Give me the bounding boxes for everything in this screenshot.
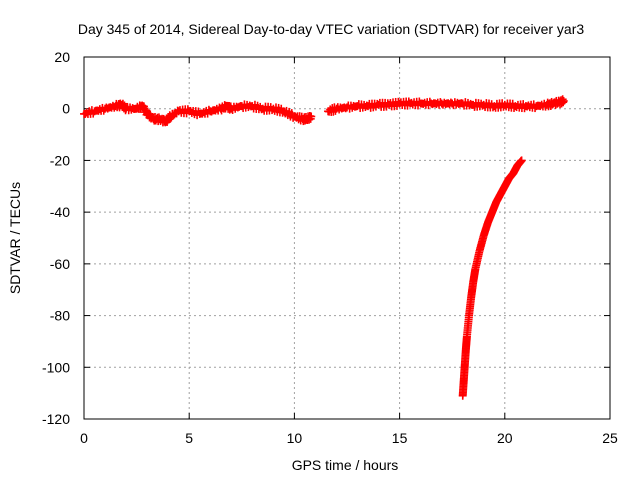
y-tick-label: 20 bbox=[54, 49, 70, 65]
y-tick-label: -80 bbox=[50, 308, 70, 324]
y-tick-label: 0 bbox=[62, 101, 70, 117]
y-tick-label: -100 bbox=[42, 359, 70, 375]
data-point bbox=[307, 112, 316, 121]
y-tick-label: -60 bbox=[50, 256, 70, 272]
data-point bbox=[517, 156, 526, 165]
chart-title: Day 345 of 2014, Sidereal Day-to-day VTE… bbox=[78, 21, 584, 37]
data-point bbox=[559, 96, 568, 105]
x-tick-label: 25 bbox=[602, 430, 618, 446]
x-axis-title: GPS time / hours bbox=[292, 457, 399, 473]
y-tick-label: -120 bbox=[42, 411, 70, 427]
y-tick-label: -40 bbox=[50, 204, 70, 220]
y-axis-title: SDTVAR / TECUs bbox=[7, 182, 23, 294]
x-tick-label: 5 bbox=[185, 430, 193, 446]
plot-frame bbox=[83, 56, 611, 420]
x-tick-label: 0 bbox=[80, 430, 88, 446]
y-tick-label: -20 bbox=[50, 152, 70, 168]
x-tick-label: 15 bbox=[392, 430, 408, 446]
x-tick-label: 10 bbox=[287, 430, 303, 446]
x-tick-label: 20 bbox=[497, 430, 513, 446]
axis-ticks: 0 5 10 15 20 25 20 0 -20 -40 -60 -80 -100 -120 bbox=[42, 49, 618, 446]
data-points bbox=[80, 95, 568, 400]
